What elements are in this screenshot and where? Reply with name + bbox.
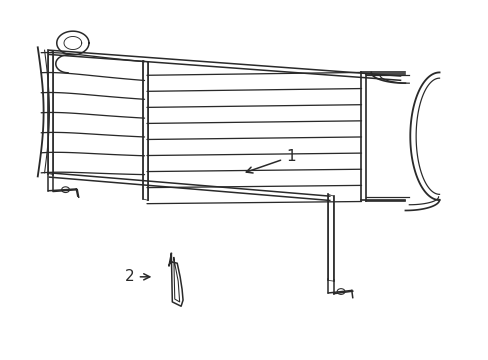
Polygon shape [143, 60, 148, 201]
Polygon shape [48, 50, 53, 175]
Text: 2: 2 [125, 269, 149, 284]
Polygon shape [328, 194, 333, 281]
Text: 1: 1 [246, 149, 295, 173]
